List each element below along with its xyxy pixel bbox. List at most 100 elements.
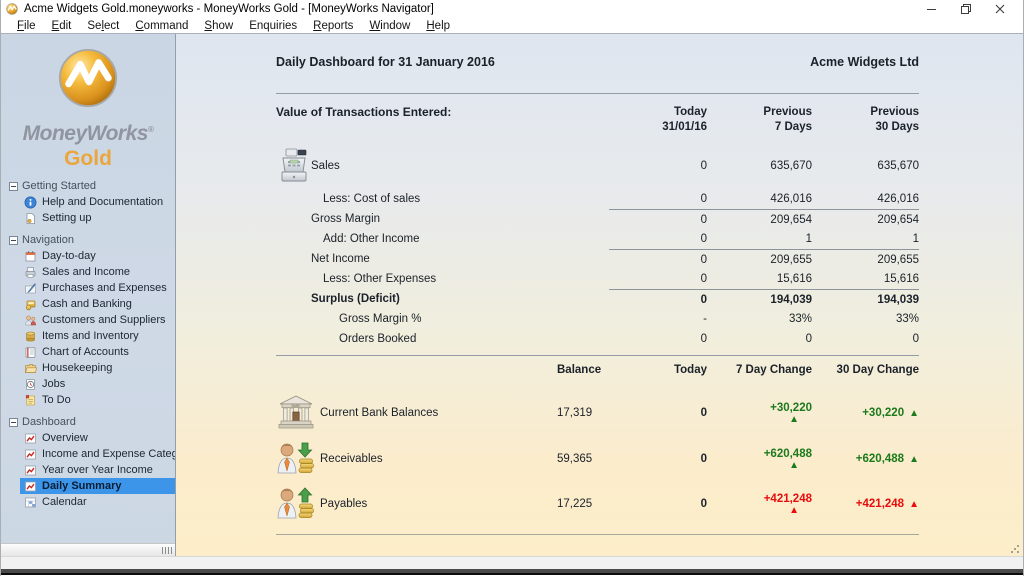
menu-enquiries[interactable]: Enquiries [249, 19, 298, 32]
menu-help[interactable]: Help [426, 19, 451, 32]
sidebar: MoneyWorks® Gold Getting Started Help and… [1, 34, 176, 556]
sidebar-horizontal-scrollbar[interactable] [1, 543, 175, 556]
value-today: 0 [700, 160, 707, 172]
report-row-orders-booked: Orders Booked 0 0 0 [339, 333, 919, 345]
menu-reports[interactable]: Reports [313, 19, 354, 32]
folder-icon [24, 362, 37, 375]
moneyworks-logo-icon [57, 47, 119, 109]
value-prev30: 15,616 [883, 273, 919, 285]
value-30day-change: +620,488 ▲ [855, 453, 919, 465]
status-bar [1, 556, 1023, 569]
triangle-up-icon: ▲ [789, 504, 799, 516]
collapse-icon[interactable] [9, 417, 18, 427]
value-today: 0 [700, 193, 707, 205]
triangle-up-icon: ▲ [909, 454, 919, 465]
col-header-balance: Balance [557, 364, 602, 376]
triangle-up-icon: ▲ [789, 413, 799, 425]
cash-icon [24, 298, 37, 311]
sidebar-section-getting-started[interactable]: Getting Started [9, 178, 175, 194]
transactions-header: Value of Transactions Entered: Today 31/0… [276, 105, 919, 135]
report-row-add-other-income: Add: Other Income 0 1 1 [323, 233, 919, 245]
sidebar-item-chart-of-accounts[interactable]: Chart of Accounts [20, 344, 175, 360]
company-name: Acme Widgets Ltd [810, 55, 919, 69]
menu-show[interactable]: Show [204, 19, 234, 32]
sidebar-item-housekeeping[interactable]: Housekeeping [20, 360, 175, 376]
menu-file[interactable]: File [17, 19, 36, 32]
triangle-up-icon: ▲ [909, 499, 919, 510]
transactions-heading: Value of Transactions Entered: [276, 105, 452, 119]
close-button[interactable] [983, 1, 1017, 17]
value-today: 0 [700, 213, 707, 226]
report-row-net-income: Net Income 0 209,655 209,655 [276, 249, 919, 269]
sidebar-section-dashboard[interactable]: Dashboard [9, 414, 175, 430]
sidebar-item-year-over-year-income[interactable]: Year over Year Income [20, 462, 175, 478]
sidebar-item-items-and-inventory[interactable]: Items and Inventory [20, 328, 175, 344]
balance-row-receivables: Receivables 59,365 0 +620,488 ▲ +620,488 ▲ [276, 437, 919, 481]
col-header-today2: Today [673, 364, 707, 376]
sidebar-item-setting-up[interactable]: Setting up [20, 210, 175, 226]
value-30day-change: +30,220 ▲ [862, 407, 919, 419]
report-row-sales: Sales 0 635,670 635,670 [276, 143, 919, 189]
report-row-less-other-expenses: Less: Other Expenses 0 15,616 15,616 [323, 273, 919, 285]
cash-register-icon [278, 146, 310, 186]
sidebar-item-income-and-expense-categories[interactable]: Income and Expense Categories [20, 446, 175, 462]
divider [276, 355, 919, 356]
minimize-button[interactable] [915, 1, 949, 17]
restore-button[interactable] [949, 1, 983, 17]
jobs-icon [24, 378, 37, 391]
value-30day-change: +421,248 ▲ [855, 498, 919, 510]
report-row-less-cost-of-sales: Less: Cost of sales 0 426,016 426,016 [323, 193, 919, 205]
window-title: Acme Widgets Gold.moneyworks - MoneyWork… [24, 3, 434, 15]
value-prev30: 33% [895, 313, 919, 325]
value-today: 0 [700, 453, 707, 465]
menu-command[interactable]: Command [135, 19, 189, 32]
sidebar-item-daily-summary[interactable]: Daily Summary [20, 478, 175, 494]
value-today: 0 [700, 233, 707, 245]
window-bottom-edge [1, 569, 1023, 575]
brand-name: MoneyWorks® [22, 122, 154, 145]
value-balance: 17,319 [557, 407, 593, 419]
people-icon [24, 314, 37, 327]
menu-window[interactable]: Window [369, 19, 411, 32]
menu-select[interactable]: Select [87, 19, 120, 32]
value-prev30: 1 [912, 233, 919, 245]
value-prev30: 0 [912, 333, 919, 345]
inventory-icon [24, 330, 37, 343]
value-prev7: 33% [788, 313, 812, 325]
sidebar-item-cash-and-banking[interactable]: Cash and Banking [20, 296, 175, 312]
resize-grip[interactable] [1010, 544, 1019, 553]
value-prev7: 0 [805, 333, 812, 345]
receivables-icon [277, 441, 315, 477]
collapse-icon[interactable] [9, 181, 18, 191]
menubar: File Edit Select Command Show Enquiries Report… [1, 18, 1023, 34]
value-prev7: 1 [805, 233, 812, 245]
sidebar-item-purchases-and-expenses[interactable]: Purchases and Expenses [20, 280, 175, 296]
value-today: 0 [700, 407, 707, 419]
ledger-icon [24, 346, 37, 359]
sidebar-item-customers-and-suppliers[interactable]: Customers and Suppliers [20, 312, 175, 328]
page-title: Daily Dashboard for 31 January 2016 [276, 55, 495, 69]
divider [276, 93, 919, 94]
navigator-panel: Daily Dashboard for 31 January 2016 Acme… [176, 34, 1023, 556]
value-prev7: 15,616 [776, 273, 812, 285]
sidebar-item-overview[interactable]: Overview [20, 430, 175, 446]
value-balance: 59,365 [557, 453, 593, 465]
todo-icon [24, 394, 37, 407]
sidebar-item-to-do[interactable]: To Do [20, 392, 175, 408]
sidebar-item-jobs[interactable]: Jobs [20, 376, 175, 392]
bank-icon: BANK [277, 394, 315, 430]
sidebar-item-calendar[interactable]: Calendar [20, 494, 175, 510]
triangle-up-icon: ▲ [909, 408, 919, 419]
scrollbar-grip[interactable] [162, 547, 172, 554]
logo-block: MoneyWorks® Gold [1, 34, 175, 172]
balances-header: Balance Today 7 Day Change 30 Day Change [276, 364, 919, 376]
sidebar-section-navigation[interactable]: Navigation [9, 232, 175, 248]
value-today: 0 [700, 293, 707, 306]
value-today: - [703, 313, 707, 325]
sidebar-item-help-and-documentation[interactable]: Help and Documentation [20, 194, 175, 210]
sidebar-item-sales-and-income[interactable]: Sales and Income [20, 264, 175, 280]
value-7day-change: +421,248 ▲ [707, 493, 812, 516]
collapse-icon[interactable] [9, 235, 18, 245]
sidebar-item-day-to-day[interactable]: Day-to-day [20, 248, 175, 264]
menu-edit[interactable]: Edit [51, 19, 72, 32]
